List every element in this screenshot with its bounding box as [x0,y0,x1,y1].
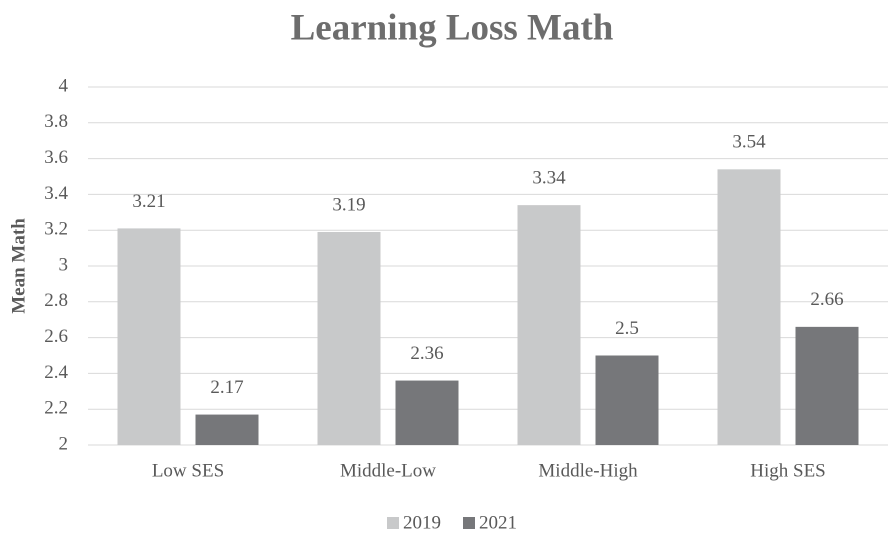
y-axis-label: Mean Math [8,218,29,314]
legend-label: 2021 [479,512,517,533]
y-tick-label: 2.4 [44,362,68,383]
data-label: 2.36 [410,343,443,364]
bar [717,169,781,445]
legend-swatch [463,517,475,529]
legend-label: 2019 [403,512,441,533]
data-label: 2.17 [210,377,243,398]
x-tick-label: High SES [750,460,826,481]
x-tick-label: Middle-High [538,460,638,481]
y-tick-label: 2.2 [44,398,68,419]
data-label: 3.34 [532,167,566,188]
data-label: 3.21 [132,191,165,212]
y-tick-label: 3.6 [44,147,68,168]
x-tick-label: Low SES [152,460,224,481]
y-tick-label: 2.6 [44,326,68,347]
y-tick-label: 3 [59,254,69,275]
bar [517,205,581,445]
y-tick-label: 2 [59,433,69,454]
data-label: 3.54 [732,132,766,153]
bar [795,326,859,445]
y-tick-label: 2.8 [44,290,68,311]
x-tick-label: Middle-Low [340,460,436,481]
bar [195,414,259,445]
bar [317,231,381,445]
y-tick-label: 3.4 [44,183,68,204]
data-label: 3.19 [332,194,365,215]
data-label: 2.66 [810,289,843,310]
y-tick-label: 4 [59,75,69,96]
chart-title: Learning Loss Math [291,7,614,48]
legend-swatch [387,517,399,529]
bar [395,380,459,445]
bar [117,228,181,445]
y-tick-label: 3.8 [44,111,68,132]
bar [595,355,659,445]
data-label: 2.5 [615,318,639,339]
y-tick-label: 3.2 [44,219,68,240]
